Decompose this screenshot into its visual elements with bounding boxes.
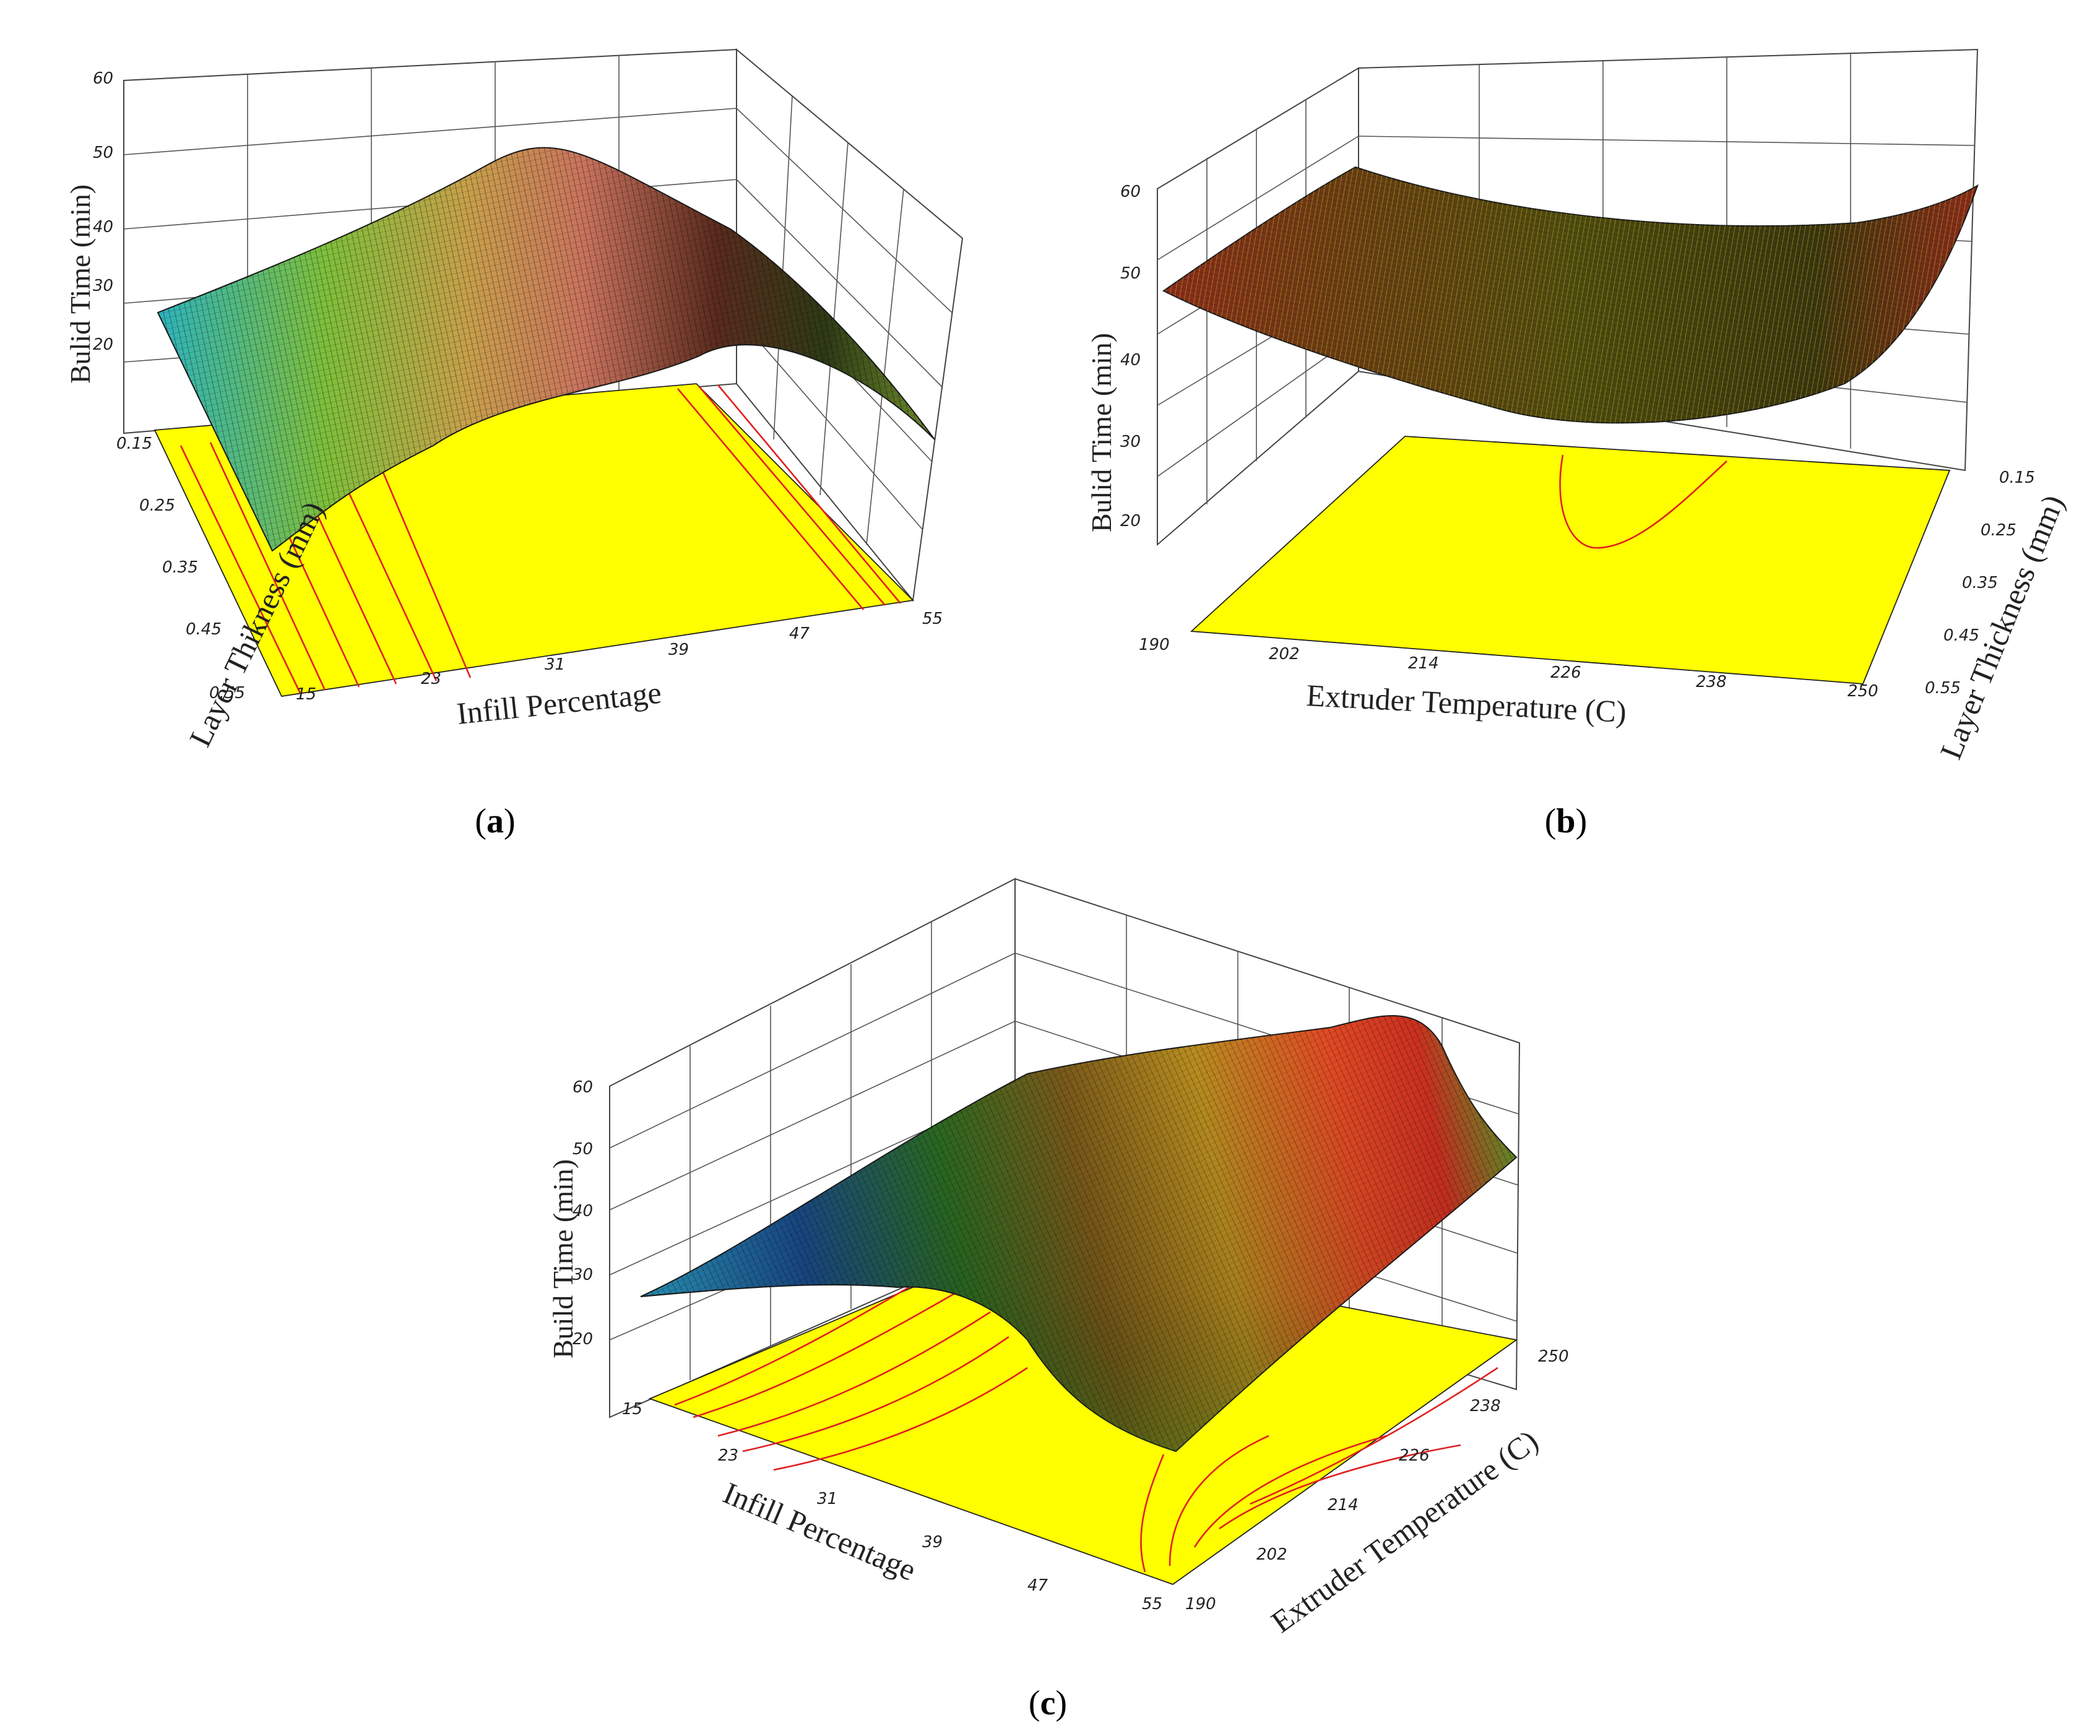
panel-a-y-tick: 0.55 — [209, 684, 245, 702]
panel-b-y-ticks: 0.55 0.45 0.35 0.25 0.15 — [1925, 469, 2035, 697]
panel-c-z-axis-title: Build Time (min) — [547, 1159, 579, 1358]
panel-b-z-tick: 20 — [1120, 512, 1141, 530]
panel-c-x-tick: 15 — [622, 1400, 642, 1419]
panel-a-z-tick: 50 — [93, 144, 113, 162]
panel-a-x-ticks: 15 23 31 39 47 55 — [296, 610, 943, 704]
panel-c-y-tick: 202 — [1256, 1545, 1287, 1564]
panel-b-y-tick: 0.45 — [1943, 626, 1979, 645]
panel-c-x-tick: 31 — [817, 1490, 837, 1508]
panel-c-z-tick: 40 — [573, 1202, 593, 1220]
panel-c-z-tick: 20 — [573, 1330, 593, 1349]
panel-b-y-tick: 0.25 — [1981, 521, 2016, 540]
panel-c-contours — [674, 1267, 1498, 1573]
panel-c-z-tick: 60 — [573, 1078, 593, 1097]
panel-c-x-tick: 47 — [1027, 1576, 1048, 1595]
panel-b-x-tick: 202 — [1269, 645, 1300, 663]
panel-c-surface-mesh — [641, 1016, 1516, 1451]
panel-a-z-tick: 20 — [93, 335, 113, 354]
panel-a-x-tick: 15 — [296, 685, 316, 704]
panel-a-x-tick: 47 — [789, 624, 810, 643]
panel-c: 60 50 40 30 20 Build Time (min) 15 23 31… — [547, 878, 1569, 1722]
panel-b-y-tick: 0.35 — [1962, 574, 1998, 592]
panel-a-surface-mesh — [158, 147, 935, 551]
panel-a-y-tick: 0.15 — [116, 434, 152, 453]
panel-c-y-ticks: 190 202 214 226 238 250 — [1185, 1347, 1569, 1613]
panel-c-y-tick: 214 — [1328, 1496, 1359, 1514]
panel-c-y-tick: 190 — [1185, 1595, 1216, 1613]
panel-b-contour — [1559, 454, 1727, 549]
panel-a-z-tick: 30 — [93, 277, 113, 295]
panel-a-x-tick: 31 — [545, 655, 565, 674]
panel-c-y-tick: 238 — [1470, 1397, 1501, 1415]
panel-c-x-tick: 55 — [1142, 1595, 1162, 1613]
panel-a-z-axis-title: Bulid Time (min) — [64, 184, 96, 384]
panel-c-y-tick: 250 — [1538, 1347, 1569, 1366]
panel-a-caption: (a) — [475, 802, 515, 840]
panel-b-y-tick: 0.15 — [1999, 469, 2035, 487]
panel-c-x-tick: 39 — [922, 1533, 943, 1552]
panel-a-x-tick: 55 — [922, 610, 943, 628]
panel-a-y-ticks: 0.15 0.25 0.35 0.45 0.55 — [116, 434, 245, 702]
panel-b-x-tick: 214 — [1408, 654, 1439, 673]
panel-a-z-tick: 60 — [93, 69, 113, 88]
panel-a-z-tick: 40 — [93, 218, 113, 236]
panel-c-y-tick: 226 — [1399, 1446, 1430, 1465]
panel-b-x-tick: 190 — [1139, 636, 1170, 654]
panel-a-z-ticks: 60 50 40 30 20 — [93, 69, 113, 354]
panel-b-x-tick: 226 — [1550, 663, 1581, 682]
panel-b-z-tick: 50 — [1120, 264, 1141, 283]
panel-c-caption: (c) — [1029, 1684, 1067, 1722]
panel-a-contours — [179, 384, 901, 694]
panel-a-x-tick: 23 — [421, 670, 441, 688]
panel-b-y-tick: 0.55 — [1925, 679, 1961, 697]
panel-b-floor — [1190, 436, 1951, 684]
panel-b-x-tick: 250 — [1847, 682, 1878, 701]
panel-a-x-tick: 39 — [668, 641, 689, 659]
panel-c-z-tick: 50 — [573, 1140, 593, 1159]
panel-b-z-tick: 40 — [1120, 351, 1141, 369]
panel-b-z-ticks: 60 50 40 30 20 — [1120, 183, 1141, 530]
panel-c-z-tick: 30 — [573, 1266, 593, 1284]
panel-c-x-ticks: 15 23 31 39 47 55 — [622, 1400, 1162, 1613]
panel-b-z-tick: 60 — [1120, 183, 1141, 201]
panel-a-y-tick: 0.35 — [162, 558, 198, 577]
panel-b-x-ticks: 190 202 214 226 238 250 — [1139, 636, 1878, 701]
panel-b-z-tick: 30 — [1120, 433, 1141, 451]
panel-b-surface-mesh — [1164, 167, 1977, 423]
panel-b-x-tick: 238 — [1696, 673, 1727, 691]
panel-c-z-ticks: 60 50 40 30 20 — [573, 1078, 593, 1349]
panel-b-z-axis-title: Bulid Time (min) — [1086, 333, 1117, 532]
panel-a-y-tick: 0.25 — [139, 496, 175, 515]
panel-b-caption: (b) — [1545, 802, 1587, 840]
panel-a-y-tick: 0.45 — [186, 620, 222, 639]
panel-c-x-tick: 23 — [718, 1446, 738, 1465]
